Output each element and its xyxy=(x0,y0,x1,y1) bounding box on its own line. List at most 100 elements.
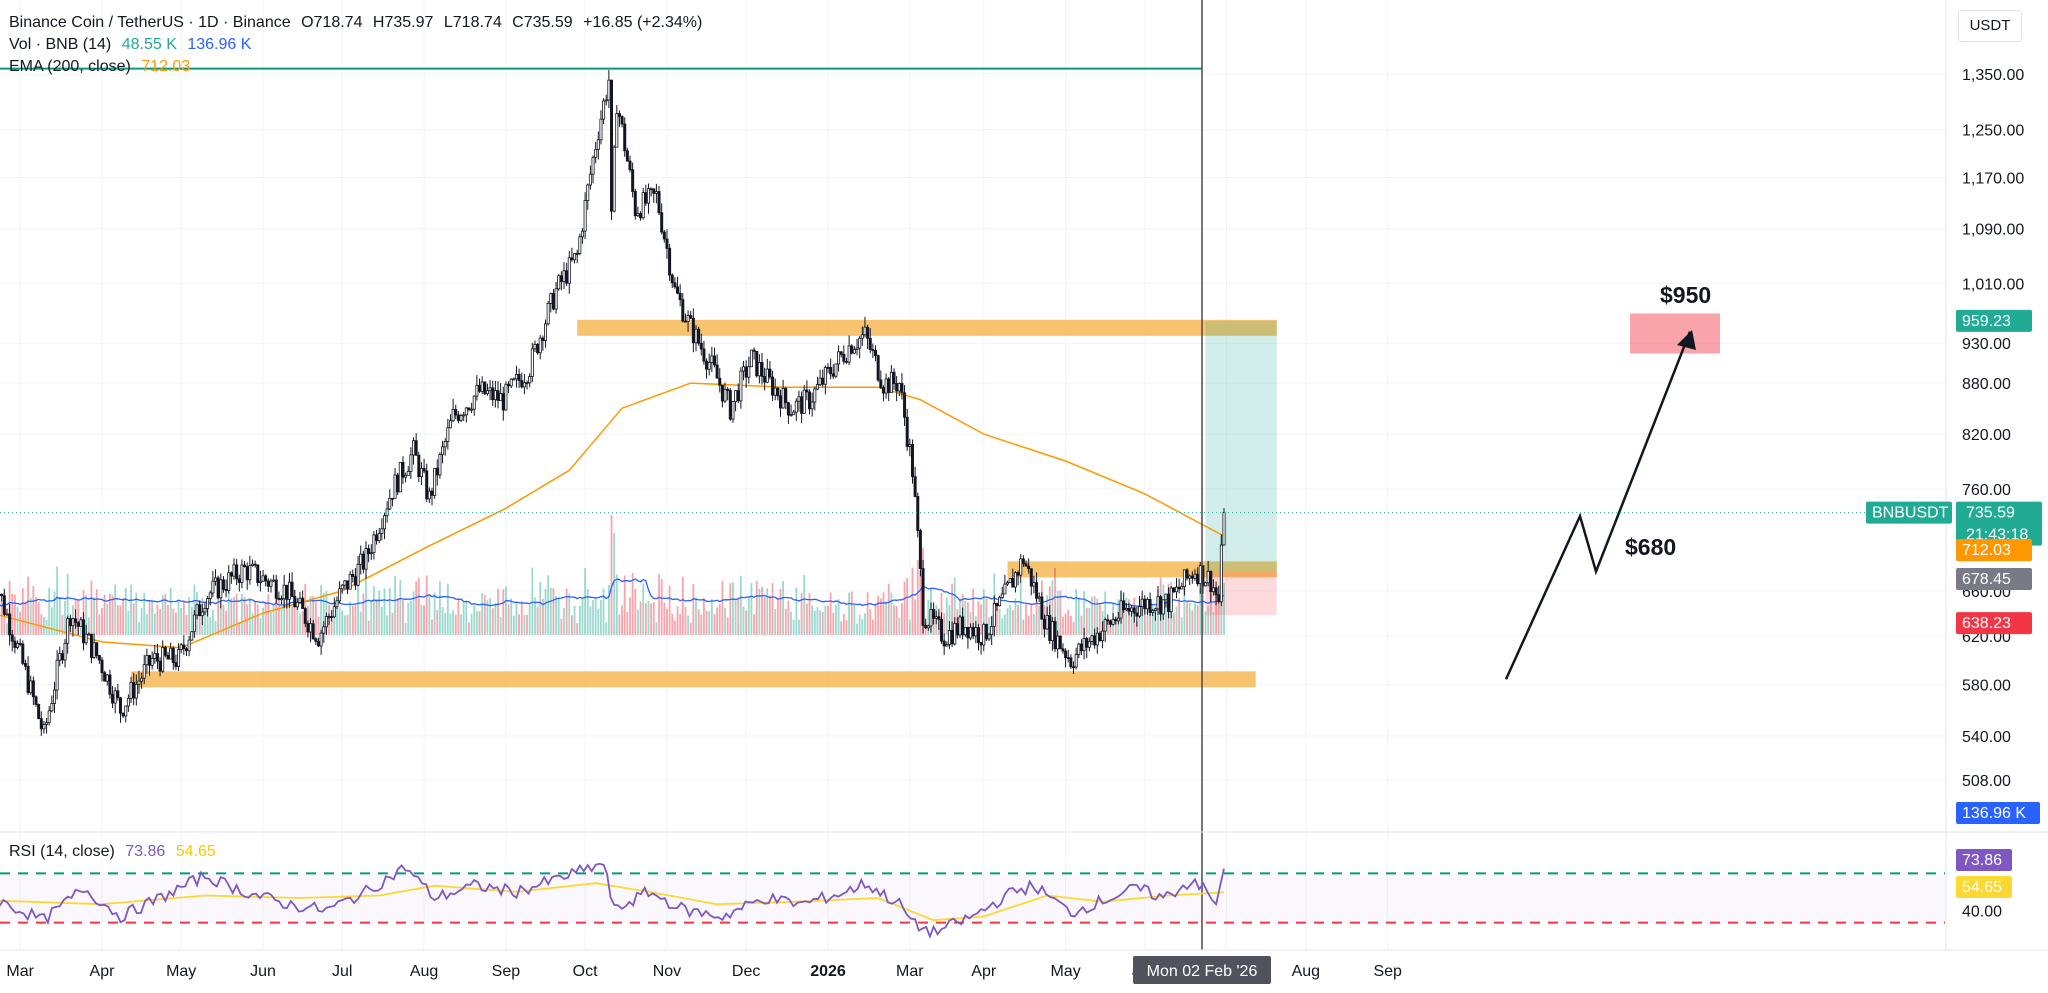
rsi-legend[interactable]: RSI (14, close) 73.86 54.65 xyxy=(9,841,222,863)
volume-bar xyxy=(864,613,866,635)
candle-body xyxy=(138,681,140,684)
volume-bar xyxy=(642,583,644,635)
candle-body xyxy=(880,380,882,388)
candle-body xyxy=(354,577,356,586)
candle-body xyxy=(106,675,108,681)
volume-bar xyxy=(318,617,320,635)
candle-body xyxy=(1094,636,1096,645)
candle-body xyxy=(352,574,354,576)
volume-bar xyxy=(753,614,755,635)
volume-bar xyxy=(613,533,615,635)
candle-body xyxy=(191,632,193,640)
candle-body xyxy=(325,616,327,626)
candle-body xyxy=(1054,621,1056,648)
candle-body xyxy=(658,192,660,213)
candle-body xyxy=(848,346,850,362)
volume-bar xyxy=(558,598,560,635)
volume-bar xyxy=(679,614,681,635)
time-tick-label: Aug xyxy=(1292,963,1320,980)
volume-bar xyxy=(1223,583,1225,635)
volume-bar xyxy=(1078,599,1080,635)
candle-body xyxy=(1175,587,1177,592)
candle-body xyxy=(1006,583,1008,585)
volume-bar xyxy=(130,585,132,635)
volume-bar xyxy=(827,606,829,635)
volume-bar xyxy=(632,573,634,635)
volume-bar xyxy=(257,605,259,635)
volume-bar xyxy=(980,604,982,635)
candle-body xyxy=(122,713,124,716)
volume-bar xyxy=(896,606,898,635)
candle-body xyxy=(687,316,689,322)
volume-bar xyxy=(793,620,795,635)
candle-body xyxy=(983,624,985,645)
volume-bar xyxy=(1020,583,1022,635)
volume-bar xyxy=(1173,613,1175,635)
candle-body xyxy=(735,391,737,402)
symbol-price-badge: BNBUSDT xyxy=(1872,505,1949,522)
candle-body xyxy=(573,253,575,259)
candle-body xyxy=(312,624,314,639)
volume-legend[interactable]: Vol · BNB (14) 48.55 K 136.96 K xyxy=(9,34,257,56)
candle-body xyxy=(779,396,781,408)
candle-body xyxy=(1146,599,1148,608)
candle-body xyxy=(159,661,161,671)
candle-body xyxy=(642,193,644,218)
candle-body xyxy=(608,80,610,100)
price-tick-label: 580.00 xyxy=(1962,677,2011,694)
volume-bar xyxy=(888,584,890,635)
candle-body xyxy=(1123,601,1125,610)
candle-body xyxy=(1125,608,1127,609)
volume-bar xyxy=(339,607,341,635)
volume-bar xyxy=(898,618,900,635)
candle-body xyxy=(410,455,412,472)
candle-body xyxy=(603,101,605,119)
currency-button[interactable]: USDT xyxy=(1958,10,2022,42)
volume-bar xyxy=(677,606,679,635)
volume-bar xyxy=(1207,606,1209,635)
ohlc-close: C735.59 xyxy=(512,14,573,31)
candle-body xyxy=(441,447,443,455)
volume-bar xyxy=(861,619,863,635)
candle-body xyxy=(375,535,377,541)
candle-body xyxy=(777,388,779,396)
candle-body xyxy=(228,573,230,591)
volume-bar xyxy=(291,606,293,635)
volume-bar xyxy=(365,575,367,635)
candle-body xyxy=(418,455,420,476)
candle-body xyxy=(1109,621,1111,624)
candle-body xyxy=(315,639,317,641)
volume-bar xyxy=(545,589,547,635)
candle-body xyxy=(9,614,11,635)
candle-body xyxy=(254,564,256,565)
candle-body xyxy=(729,391,731,420)
volume-bar xyxy=(233,597,235,635)
volume-bar xyxy=(529,605,531,635)
volume-bar xyxy=(695,597,697,635)
candle-body xyxy=(1178,587,1180,589)
volume-bar xyxy=(917,560,919,635)
trend-drawings: $950$680 xyxy=(0,0,1711,950)
candle-body xyxy=(82,620,84,643)
volume-bar xyxy=(1178,598,1180,635)
symbol-legend[interactable]: Binance Coin / TetherUS · 1D · Binance O… xyxy=(9,12,708,34)
candle-body xyxy=(146,656,148,665)
volume-bar xyxy=(943,613,945,635)
volume-ma-badge: 136.96 K xyxy=(1962,805,2026,822)
last-price-badge: 735.59 xyxy=(1966,505,2015,522)
candle-body xyxy=(993,603,995,626)
volume-bar xyxy=(1075,589,1077,635)
candle-body xyxy=(1115,619,1117,620)
time-tick-label: Sep xyxy=(1373,963,1402,980)
candle-body xyxy=(663,232,665,239)
volume-bar xyxy=(93,597,95,635)
volume-bar xyxy=(719,604,721,635)
ema-legend[interactable]: EMA (200, close) 712.03 xyxy=(9,56,196,78)
volume-bar xyxy=(336,608,338,635)
volume-bar xyxy=(186,615,188,635)
volume-bar xyxy=(444,613,446,635)
candle-body xyxy=(280,599,282,600)
volume-bar xyxy=(22,588,24,635)
